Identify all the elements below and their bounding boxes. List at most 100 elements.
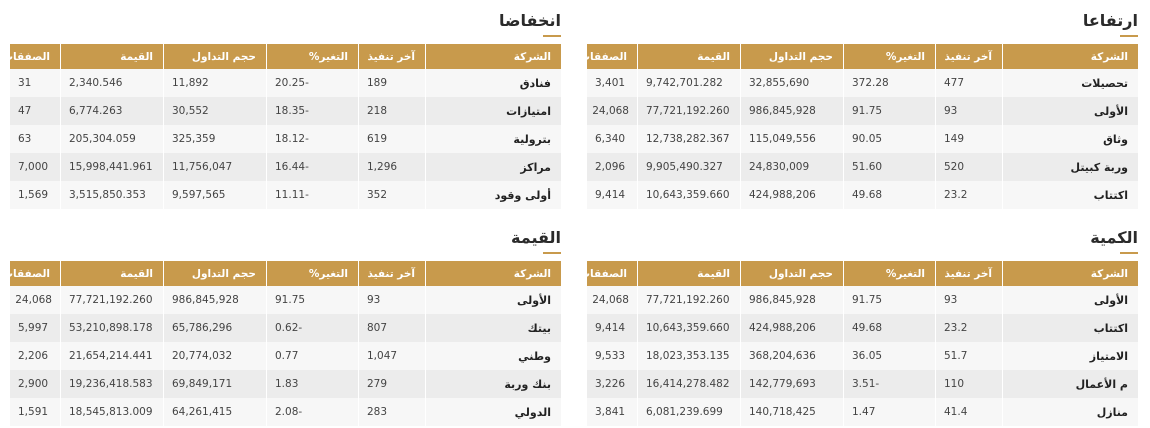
- cell-company[interactable]: مراكز: [425, 153, 561, 181]
- cell-last: 149: [935, 125, 1002, 153]
- table-row[interactable]: فنادق 189 -20.25 11,892 2,340.546 31: [10, 69, 561, 97]
- value-table: الشركة آخر تنفيذ التغير% حجم التداول الق…: [3, 261, 561, 426]
- cell-last: 477: [935, 69, 1002, 97]
- cell-change: -2.08: [266, 398, 358, 426]
- cell-trades: 5,997: [10, 314, 60, 342]
- losers-panel: انخفاضا الشركة آخر تنفيذ التغير% حجم الت…: [3, 10, 561, 209]
- cell-change: 51.60: [843, 153, 935, 181]
- column-header-company[interactable]: الشركة: [425, 44, 561, 69]
- cell-last: 23.2: [935, 314, 1002, 342]
- column-header-trades[interactable]: الصفقات: [3, 44, 60, 69]
- column-header-volume[interactable]: حجم التداول: [163, 44, 266, 69]
- quantity-panel: الكمية الشركة آخر تنفيذ التغير% حجم التد…: [580, 227, 1138, 426]
- table-row[interactable]: تحصيلات 477 372.28 32,855,690 9,742,701.282 3…: [587, 69, 1138, 97]
- cell-company[interactable]: فنادق: [425, 69, 561, 97]
- column-header-last[interactable]: آخر تنفيذ: [358, 44, 425, 69]
- table-row[interactable]: الأولى 93 91.75 986,845,928 77,721,192.260 24…: [587, 97, 1138, 125]
- cell-company[interactable]: وطني: [425, 342, 561, 370]
- table-row[interactable]: مراكز 1,296 -16.44 11,756,047 15,998,441.961…: [10, 153, 561, 181]
- table-row[interactable]: وربة كبيتل 520 51.60 24,830,009 9,905,490.32…: [587, 153, 1138, 181]
- column-header-value[interactable]: القيمة: [637, 261, 740, 286]
- table-row[interactable]: بيتك 807 -0.62 65,786,296 53,210,898.178 5,99…: [10, 314, 561, 342]
- table-row[interactable]: وثاق 149 90.05 115,049,556 12,738,282.367 6,3…: [587, 125, 1138, 153]
- cell-value: 6,081,239.699: [637, 398, 740, 426]
- cell-volume: 65,786,296: [163, 314, 266, 342]
- table-row[interactable]: منازل 41.4 1.47 140,718,425 6,081,239.699 3,8…: [587, 398, 1138, 426]
- column-header-trades[interactable]: الصفقات: [580, 44, 637, 69]
- cell-company[interactable]: الأولى: [1002, 286, 1138, 314]
- table-header-row: الشركة آخر تنفيذ التغير% حجم التداول الق…: [3, 261, 561, 286]
- column-header-company[interactable]: الشركة: [1002, 44, 1138, 69]
- table-row[interactable]: اكتتاب 23.2 49.68 424,988,206 10,643,359.660…: [587, 314, 1138, 342]
- cell-company[interactable]: م الأعمال: [1002, 370, 1138, 398]
- table-header-row: الشركة آخر تنفيذ التغير% حجم التداول الق…: [3, 44, 561, 69]
- cell-change: -11.11: [266, 181, 358, 209]
- cell-volume: 9,597,565: [163, 181, 266, 209]
- cell-value: 205,304.059: [60, 125, 163, 153]
- table-row[interactable]: امتيازات 218 -18.35 30,552 6,774.263 47: [10, 97, 561, 125]
- cell-value: 9,742,701.282: [637, 69, 740, 97]
- table-row[interactable]: م الأعمال 110 -3.51 142,779,693 16,414,278.4…: [587, 370, 1138, 398]
- table-row[interactable]: الأولى 93 91.75 986,845,928 77,721,192.260 24…: [587, 286, 1138, 314]
- title-underline: [543, 35, 561, 37]
- cell-last: 93: [358, 286, 425, 314]
- cell-company[interactable]: الأولى: [1002, 97, 1138, 125]
- table-row[interactable]: اكتتاب 23.2 49.68 424,988,206 10,643,359.660…: [587, 181, 1138, 209]
- cell-company[interactable]: الامتياز: [1002, 342, 1138, 370]
- table-row[interactable]: الدولي 283 -2.08 64,261,415 18,545,813.009 1,…: [10, 398, 561, 426]
- cell-company[interactable]: الأولى: [425, 286, 561, 314]
- cell-company[interactable]: بترولية: [425, 125, 561, 153]
- cell-company[interactable]: أولى وقود: [425, 181, 561, 209]
- cell-change: 1.47: [843, 398, 935, 426]
- title-underline: [1120, 252, 1138, 254]
- table-row[interactable]: الأولى 93 91.75 986,845,928 77,721,192.260 24…: [10, 286, 561, 314]
- column-header-company[interactable]: الشركة: [1002, 261, 1138, 286]
- column-header-company[interactable]: الشركة: [425, 261, 561, 286]
- table-row[interactable]: أولى وقود 352 -11.11 9,597,565 3,515,850.353…: [10, 181, 561, 209]
- cell-company[interactable]: اكتتاب: [1002, 314, 1138, 342]
- column-header-value[interactable]: القيمة: [637, 44, 740, 69]
- column-header-value[interactable]: القيمة: [60, 44, 163, 69]
- cell-volume: 424,988,206: [740, 181, 843, 209]
- cell-value: 16,414,278.482: [637, 370, 740, 398]
- table-row[interactable]: الامتياز 51.7 36.05 368,204,636 18,023,353.1…: [587, 342, 1138, 370]
- table-row[interactable]: بنك وربة 279 1.83 69,849,171 19,236,418.583 2…: [10, 370, 561, 398]
- cell-trades: 47: [10, 97, 60, 125]
- column-header-volume[interactable]: حجم التداول: [740, 44, 843, 69]
- cell-company[interactable]: الدولي: [425, 398, 561, 426]
- cell-company[interactable]: بيتك: [425, 314, 561, 342]
- column-header-trades[interactable]: الصفقات: [580, 261, 637, 286]
- cell-last: 93: [935, 286, 1002, 314]
- cell-value: 77,721,192.260: [637, 97, 740, 125]
- column-header-last[interactable]: آخر تنفيذ: [935, 261, 1002, 286]
- cell-company[interactable]: اكتتاب: [1002, 181, 1138, 209]
- cell-volume: 986,845,928: [740, 97, 843, 125]
- column-header-trades[interactable]: الصفقات: [3, 261, 60, 286]
- column-header-volume[interactable]: حجم التداول: [163, 261, 266, 286]
- column-header-volume[interactable]: حجم التداول: [740, 261, 843, 286]
- column-header-change[interactable]: التغير%: [843, 261, 935, 286]
- cell-value: 53,210,898.178: [60, 314, 163, 342]
- cell-value: 77,721,192.260: [60, 286, 163, 314]
- cell-company[interactable]: تحصيلات: [1002, 69, 1138, 97]
- column-header-change[interactable]: التغير%: [843, 44, 935, 69]
- cell-change: -18.35: [266, 97, 358, 125]
- cell-trades: 3,226: [587, 370, 637, 398]
- column-header-change[interactable]: التغير%: [266, 44, 358, 69]
- cell-company[interactable]: وثاق: [1002, 125, 1138, 153]
- column-header-value[interactable]: القيمة: [60, 261, 163, 286]
- table-row[interactable]: وطني 1,047 0.77 20,774,032 21,654,214.441 2,2…: [10, 342, 561, 370]
- cell-company[interactable]: منازل: [1002, 398, 1138, 426]
- cell-value: 21,654,214.441: [60, 342, 163, 370]
- title-underline: [1120, 35, 1138, 37]
- column-header-last[interactable]: آخر تنفيذ: [935, 44, 1002, 69]
- cell-trades: 31: [10, 69, 60, 97]
- cell-company[interactable]: وربة كبيتل: [1002, 153, 1138, 181]
- cell-company[interactable]: بنك وربة: [425, 370, 561, 398]
- table-row[interactable]: بترولية 619 -18.12 325,359 205,304.059 63: [10, 125, 561, 153]
- cell-company[interactable]: امتيازات: [425, 97, 561, 125]
- column-header-last[interactable]: آخر تنفيذ: [358, 261, 425, 286]
- cell-last: 520: [935, 153, 1002, 181]
- column-header-change[interactable]: التغير%: [266, 261, 358, 286]
- cell-last: 218: [358, 97, 425, 125]
